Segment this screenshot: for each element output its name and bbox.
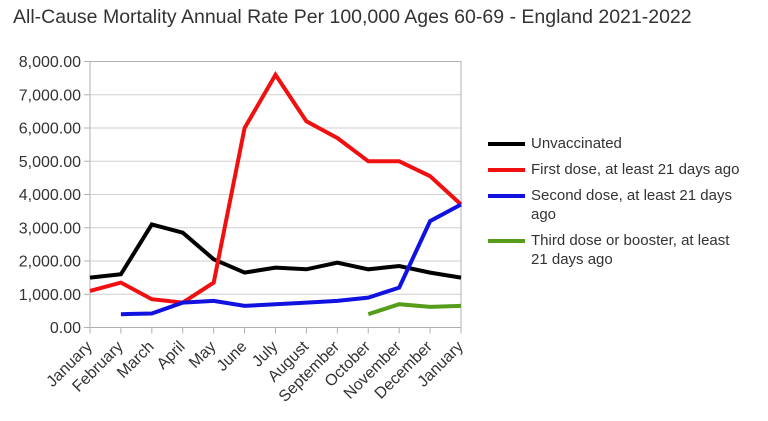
y-axis-labels: 0.00 1,000.00 2,000.00 3,000.00 4,000.00 5,00… xyxy=(19,54,81,337)
y-tick-label: 7,000.00 xyxy=(19,87,81,104)
legend-item-3: Third dose or booster, at least 21 days … xyxy=(488,231,766,269)
legend: Unvaccinated First dose, at least 21 days… xyxy=(488,134,766,269)
x-tick-label: June xyxy=(214,338,251,375)
series-lines xyxy=(89,71,463,317)
y-tick-label: 8,000.00 xyxy=(19,54,81,71)
legend-label: Second dose, at least 21 days ago xyxy=(531,187,732,223)
chart-title: All-Cause Mortality Annual Rate Per 100,… xyxy=(13,6,692,28)
x-axis-labels: JanuaryFebruaryMarchAprilMayJuneJulyAugu… xyxy=(44,338,467,406)
y-tick-label: 4,000.00 xyxy=(19,187,81,204)
y-tick-label: 6,000.00 xyxy=(19,121,81,138)
legend-label: First dose, at least 21 days ago xyxy=(531,161,740,178)
series-line-1 xyxy=(89,71,463,305)
series-line-3 xyxy=(367,302,462,317)
legend-item-0: Unvaccinated xyxy=(488,134,766,153)
x-tick-label: May xyxy=(186,338,219,371)
line-chart-plot: 0.00 1,000.00 2,000.00 3,000.00 4,000.00 5,00… xyxy=(19,54,467,406)
series-line-2 xyxy=(120,202,462,317)
y-tick-label: 5,000.00 xyxy=(19,154,81,171)
y-tick-label: 3,000.00 xyxy=(19,220,81,237)
legend-swatch xyxy=(488,142,525,146)
legend-swatch xyxy=(488,239,525,243)
legend-swatch xyxy=(488,194,525,198)
series-line-0 xyxy=(89,222,462,280)
x-tick-label: April xyxy=(154,338,189,373)
legend-item-1: First dose, at least 21 days ago xyxy=(488,160,766,179)
legend-swatch xyxy=(488,168,525,172)
y-tick-label: 0.00 xyxy=(50,320,81,337)
y-tick-label: 2,000.00 xyxy=(19,254,81,271)
legend-label: Third dose or booster, at least 21 days … xyxy=(531,232,730,268)
x-axis-ticks xyxy=(89,327,462,334)
y-tick-label: 1,000.00 xyxy=(19,287,81,304)
legend-label: Unvaccinated xyxy=(531,135,622,152)
legend-item-2: Second dose, at least 21 days ago xyxy=(488,186,766,224)
gridlines xyxy=(84,61,461,328)
